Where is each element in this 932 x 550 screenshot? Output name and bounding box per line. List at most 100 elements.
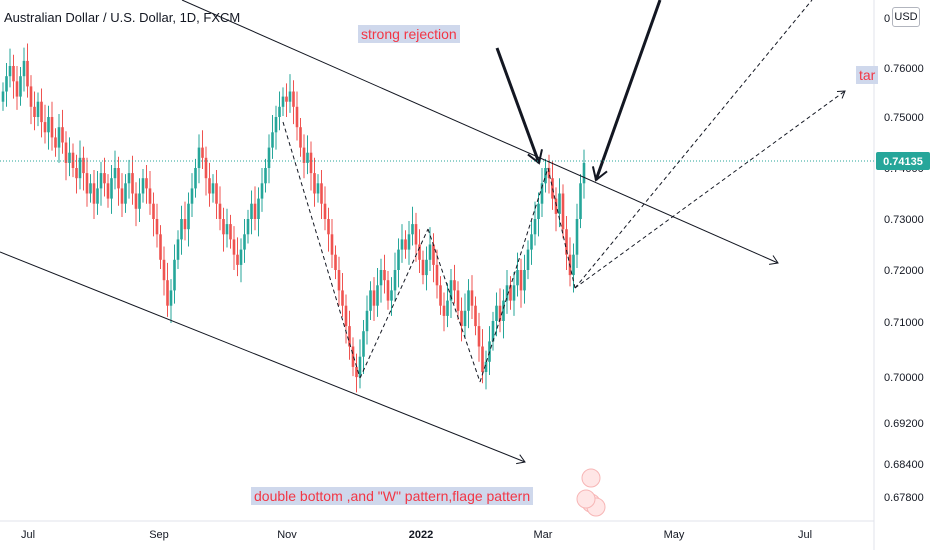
candle-body xyxy=(400,239,404,250)
candle-body xyxy=(474,305,477,327)
pattern-dashed-line[interactable] xyxy=(574,0,813,289)
candle-body xyxy=(512,285,516,301)
pattern-dashed-line[interactable] xyxy=(479,167,549,383)
candle-body xyxy=(530,234,533,250)
candle-body xyxy=(204,157,208,179)
pattern-dashed-line[interactable] xyxy=(359,228,429,379)
candle-body xyxy=(190,188,194,204)
candle-body xyxy=(341,290,344,306)
candle-body xyxy=(5,76,8,92)
candle-body xyxy=(106,183,110,199)
candle-body xyxy=(110,178,113,199)
candle-body xyxy=(19,76,22,97)
pattern-dashed-line[interactable] xyxy=(282,121,361,379)
candle-body xyxy=(309,152,313,174)
candle-body xyxy=(222,219,225,235)
candle-body xyxy=(449,280,453,301)
candle-body xyxy=(355,366,358,378)
candle-body xyxy=(78,157,82,179)
annotation-target[interactable]: tar xyxy=(856,66,879,84)
candle-body xyxy=(372,290,376,306)
candle-body xyxy=(246,219,250,235)
arrow-head xyxy=(527,149,543,165)
candle-body xyxy=(484,361,488,372)
candle-body xyxy=(456,290,460,311)
candle-body xyxy=(414,224,418,245)
candle-body xyxy=(544,168,547,184)
channel-upper-line[interactable] xyxy=(181,0,779,264)
candle-body xyxy=(285,96,288,102)
breakout-arrow[interactable] xyxy=(594,0,662,181)
candle-body xyxy=(292,91,295,107)
candle-body xyxy=(26,60,29,87)
pattern-dashed-line[interactable] xyxy=(427,228,481,383)
annotation-strong-rejection[interactable]: strong rejection xyxy=(358,25,460,43)
candle-body xyxy=(460,310,463,327)
candle-body xyxy=(176,239,180,260)
candle-body xyxy=(43,122,47,133)
candle-body xyxy=(498,305,502,321)
time-tick-label: Sep xyxy=(149,529,169,541)
candle-body xyxy=(57,127,61,148)
candle-body xyxy=(141,178,145,194)
candle-body xyxy=(148,188,152,204)
candle-body xyxy=(411,224,414,235)
candle-body xyxy=(117,168,120,189)
candle-body xyxy=(113,168,117,179)
candle-body xyxy=(418,244,421,260)
candle-body xyxy=(582,162,586,184)
candle-body xyxy=(29,86,33,107)
pattern-dashed-line[interactable] xyxy=(574,90,846,289)
candle-body xyxy=(250,203,253,219)
time-tick-label: Jul xyxy=(798,529,812,541)
price-tick-label: 0.73000 xyxy=(884,214,924,226)
candle-body xyxy=(243,234,246,250)
candle-body xyxy=(453,280,456,291)
candle-body xyxy=(138,193,141,209)
price-tick-label: 0.70000 xyxy=(884,372,924,384)
channel-lower-line[interactable] xyxy=(0,251,526,463)
candle-body xyxy=(337,270,341,291)
candle-body xyxy=(155,219,159,235)
candle-body xyxy=(134,193,138,209)
candle-body xyxy=(302,147,306,163)
annotation-patterns[interactable]: double bottom ,and "W" pattern,flage pat… xyxy=(251,487,534,505)
last-price-tag: 0.74135 xyxy=(876,152,930,170)
candle-body xyxy=(36,101,40,117)
candle-body xyxy=(54,137,57,148)
candle-body xyxy=(127,173,131,184)
candle-body xyxy=(201,147,204,158)
candle-body xyxy=(481,346,484,372)
candle-body xyxy=(15,81,19,97)
candle-body xyxy=(257,198,260,219)
time-tick-label: 2022 xyxy=(409,529,433,541)
candle-body xyxy=(306,152,309,163)
candle-body xyxy=(183,219,187,230)
candle-body xyxy=(519,270,523,291)
arrow-head xyxy=(516,454,526,465)
candle-body xyxy=(299,127,302,148)
time-tick-label: Nov xyxy=(277,529,297,541)
candle-body xyxy=(33,106,36,117)
time-axis[interactable]: Jul Sep Nov 2022 Mar May Jul xyxy=(21,529,812,541)
indicator-badges[interactable] xyxy=(576,468,606,517)
rejection-arrow[interactable] xyxy=(495,47,541,164)
candle-body xyxy=(75,168,78,179)
arrow-head xyxy=(769,255,779,265)
price-tick-label: 0.75000 xyxy=(884,112,924,124)
arrow-head xyxy=(836,90,846,99)
price-axis[interactable]: 00.760000.750000.740000.730000.720000.71… xyxy=(884,13,924,504)
price-tick-label: 0.71000 xyxy=(884,317,924,329)
candle-body xyxy=(131,173,134,194)
price-tick-label: 0.68400 xyxy=(884,459,924,471)
candle-body xyxy=(162,259,166,281)
price-tick-label: 0.76000 xyxy=(884,63,924,75)
candle-body xyxy=(502,300,505,321)
flag-badge-icon[interactable] xyxy=(581,468,601,488)
candle-body xyxy=(92,183,96,204)
candle-body xyxy=(40,101,43,123)
candle-body xyxy=(173,259,176,291)
symbol-title: Australian Dollar / U.S. Dollar, 1D, FXC… xyxy=(4,10,241,25)
currency-button[interactable]: USD xyxy=(892,7,920,27)
